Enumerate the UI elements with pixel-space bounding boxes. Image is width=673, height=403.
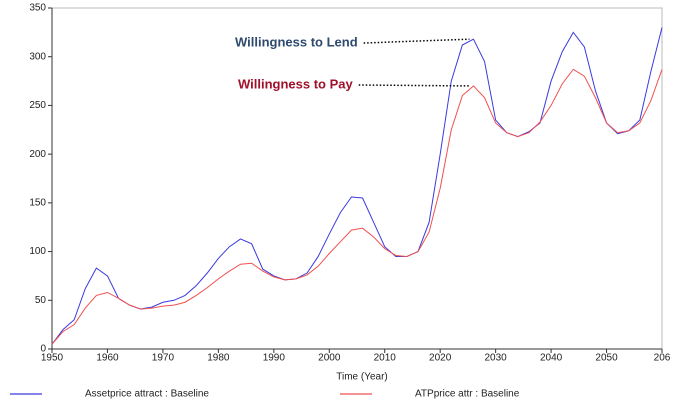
- plot-frame: [51, 7, 663, 350]
- x-tick-label: 1970: [152, 353, 175, 364]
- annotation-leader: [358, 84, 470, 87]
- y-tick-label: 0: [40, 344, 46, 355]
- legend-label: ATPprice attr : Baseline: [415, 389, 520, 400]
- x-axis-label: Time (Year): [336, 372, 388, 383]
- x-tick-label: 2020: [429, 353, 452, 364]
- y-tick-label: 100: [29, 246, 46, 257]
- x-tick-label: 1990: [263, 353, 286, 364]
- annotation: Willingness to Lend: [235, 34, 358, 49]
- x-tick-label: 2010: [374, 353, 397, 364]
- y-tick-label: 50: [35, 295, 47, 306]
- legend-label: Assetprice attract : Baseline: [85, 389, 209, 400]
- x-tick-label: 2050: [595, 353, 618, 364]
- y-tick-label: 250: [29, 100, 46, 111]
- series-line: [51, 68, 663, 345]
- y-tick-label: 200: [29, 149, 46, 160]
- y-tick-label: 300: [29, 51, 46, 62]
- y-tick-label: 350: [29, 3, 46, 14]
- x-tick-label: 2000: [318, 353, 341, 364]
- y-tick-label: 150: [29, 197, 46, 208]
- x-tick-label: 206: [654, 353, 671, 364]
- annotation: Willingness to Pay: [238, 76, 354, 91]
- x-tick-label: 2030: [485, 353, 508, 364]
- x-tick-label: 1960: [96, 353, 119, 364]
- x-tick-label: 1950: [41, 353, 64, 364]
- x-tick-label: 2040: [540, 353, 563, 364]
- series-line: [51, 27, 663, 345]
- x-tick-label: 1980: [207, 353, 230, 364]
- annotation-leader: [363, 38, 470, 44]
